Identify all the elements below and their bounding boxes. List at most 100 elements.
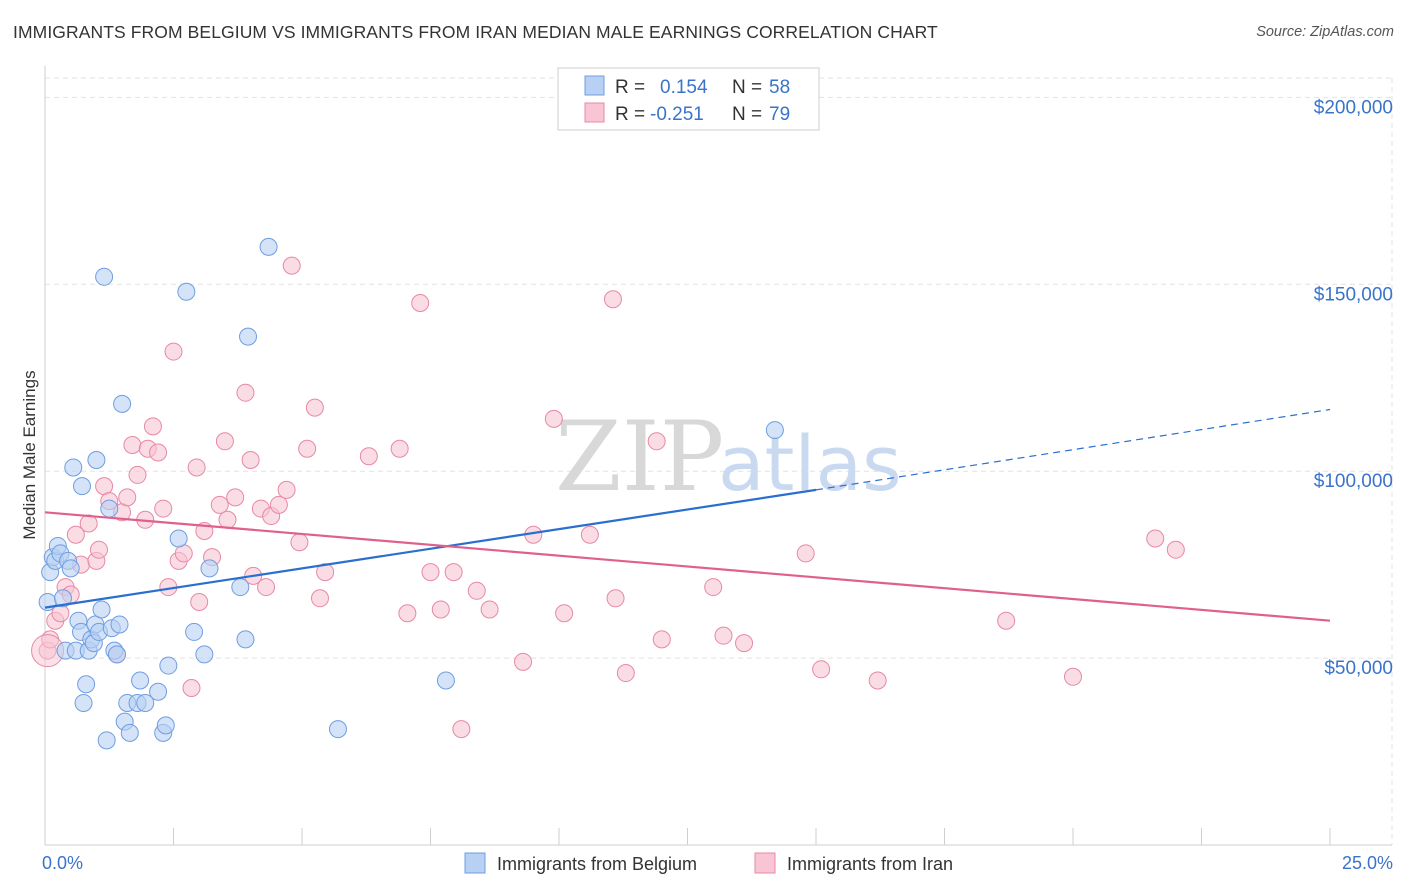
iran-point-43 (277, 480, 296, 499)
iran-point-16 (123, 436, 142, 455)
iran-point-50 (359, 447, 378, 466)
iran-point-56 (444, 563, 463, 582)
belgium-point-49 (239, 327, 258, 346)
iran-point-53 (411, 293, 430, 312)
belgium-point-46 (200, 559, 219, 578)
y-tick-label-1: $100,000 (1314, 471, 1393, 492)
iran-point-71 (714, 626, 733, 645)
belgium-point-48 (236, 630, 255, 649)
bottom-legend-belgium-swatch (464, 852, 486, 874)
series-belgium-points (38, 237, 784, 750)
belgium-point-52 (436, 671, 455, 690)
belgium-point-31 (113, 394, 132, 413)
iran-point-6 (66, 525, 85, 544)
iran-point-35 (226, 488, 245, 507)
iran-point-36 (236, 383, 255, 402)
y-tick-label-0: $50,000 (1324, 658, 1393, 679)
legend-belgium-r-value: 0.154 (660, 77, 708, 98)
iran-point-68 (647, 432, 666, 451)
belgium-point-6 (53, 589, 72, 608)
legend-belgium-n-label: N = (732, 77, 762, 98)
iran-point-42 (269, 495, 288, 514)
belgium-point-25 (97, 731, 116, 750)
belgium-point-41 (159, 656, 178, 675)
iran-point-10 (89, 540, 108, 559)
belgium-point-14 (73, 477, 92, 496)
belgium-point-26 (100, 499, 119, 518)
iran-point-72 (735, 634, 754, 653)
x-tick-labels: 0.0% 25.0% (42, 853, 1393, 873)
grid-lines (45, 77, 1393, 845)
iran-point-34 (218, 510, 237, 529)
axes (44, 66, 1392, 846)
legend-iran-r-value: -0.251 (650, 104, 704, 125)
iran-point-21 (149, 443, 168, 462)
trend-lines (44, 408, 1331, 622)
belgium-point-45 (195, 645, 214, 664)
iran-point-76 (997, 611, 1016, 630)
bottom-legend-belgium-label: Immigrants from Belgium (497, 854, 697, 874)
y-tick-labels: $50,000 $100,000 $150,000 $200,000 (1314, 97, 1393, 679)
belgium-point-34 (120, 723, 139, 742)
iran-point-46 (298, 439, 317, 458)
iran-point-59 (480, 600, 499, 619)
iran-point-54 (421, 563, 440, 582)
series-iran-points (31, 256, 1185, 739)
iran-point-63 (555, 604, 574, 623)
top-legend: R = 0.154 N = 58 R = -0.251 N = 79 (557, 67, 820, 131)
belgium-point-36 (131, 671, 150, 690)
iran-point-77 (1064, 667, 1082, 686)
iran-point-79 (1166, 540, 1185, 559)
legend-belgium-swatch (584, 75, 605, 96)
y-tick-label-2: $150,000 (1314, 284, 1393, 305)
iran-point-28 (187, 458, 206, 477)
legend-iran-r-label: R = (615, 104, 645, 125)
belgium-point-50 (259, 237, 278, 256)
iran-point-69 (652, 630, 671, 649)
iran-point-37 (241, 450, 260, 469)
source-label: Source: ZipAtlas.com (1256, 24, 1394, 40)
iran-point-27 (182, 679, 201, 697)
belgium-point-9 (61, 559, 80, 578)
x-tick-label-1: 25.0% (1342, 853, 1393, 873)
bottom-legend: Immigrants from Belgium Immigrants from … (464, 852, 953, 874)
legend-iran-n-value: 79 (769, 104, 790, 125)
iran-point-78 (1146, 529, 1165, 548)
iran-point-52 (398, 604, 417, 623)
belgium-point-40 (156, 716, 175, 735)
iran-point-26 (174, 544, 193, 563)
iran-point-32 (210, 495, 229, 514)
legend-belgium-n-value: 58 (769, 77, 790, 98)
iran-point-74 (812, 660, 831, 679)
legend-iran-swatch (584, 102, 605, 123)
belgium-point-16 (77, 675, 96, 694)
bottom-legend-iran-swatch (754, 852, 776, 874)
trend-belgium-dashed (815, 408, 1331, 491)
iran-point-75 (868, 671, 887, 690)
iran-point-62 (544, 409, 563, 428)
x-tick-label-0: 0.0% (42, 853, 83, 873)
iran-point-66 (606, 589, 625, 608)
trend-iran (44, 511, 1331, 622)
iran-point-65 (603, 290, 622, 309)
iran-point-17 (128, 465, 147, 484)
watermark-atlas: atlas (718, 419, 902, 508)
legend-iran-n-label: N = (732, 104, 762, 125)
iran-point-60 (514, 652, 533, 671)
belgium-point-37 (136, 693, 155, 712)
y-axis-label: Median Male Earnings (20, 370, 39, 539)
belgium-point-38 (149, 682, 168, 701)
belgium-point-15 (74, 693, 93, 712)
watermark: ZIP atlas (555, 401, 902, 513)
iran-point-51 (390, 439, 409, 458)
belgium-point-10 (64, 458, 83, 477)
belgium-point-43 (177, 282, 196, 301)
belgium-point-44 (185, 622, 204, 641)
trend-belgium-solid (44, 488, 817, 609)
iran-point-47 (305, 398, 324, 417)
bottom-legend-iran-label: Immigrants from Iran (787, 854, 953, 874)
iran-point-44 (282, 256, 301, 275)
iran-point-24 (164, 342, 183, 361)
iran-point-33 (215, 432, 234, 451)
